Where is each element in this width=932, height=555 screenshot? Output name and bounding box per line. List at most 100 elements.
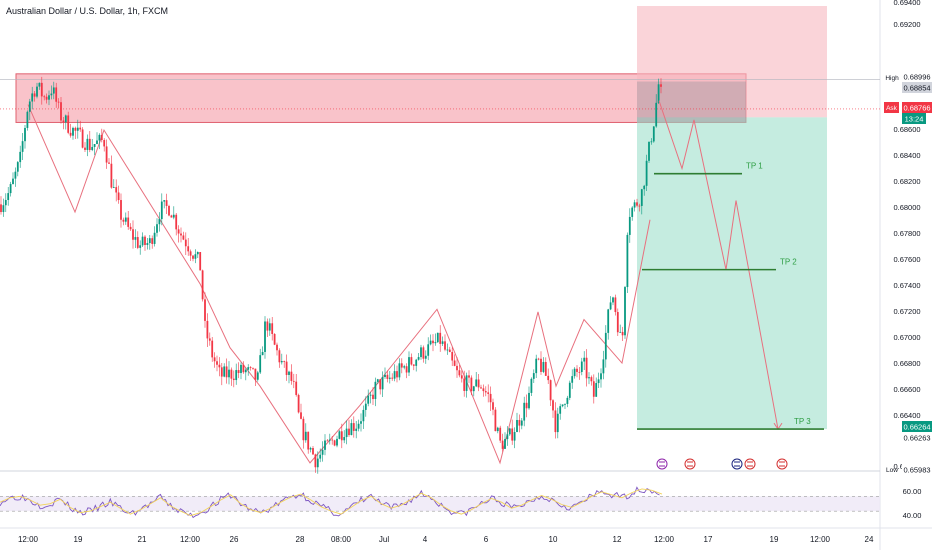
candle-body bbox=[482, 388, 485, 392]
high-value-box-box bbox=[902, 82, 932, 93]
target-value: 0.66264 bbox=[903, 423, 930, 432]
us-flag-icon[interactable] bbox=[684, 458, 696, 470]
candle-body bbox=[213, 357, 216, 362]
us-flag-icon[interactable] bbox=[744, 458, 756, 470]
candle-body bbox=[597, 379, 600, 384]
candle-body bbox=[55, 87, 58, 102]
candle-body bbox=[386, 374, 389, 379]
candle-body bbox=[652, 126, 655, 142]
candle-body bbox=[398, 363, 401, 378]
candle-body bbox=[242, 364, 245, 373]
candle-body bbox=[367, 395, 370, 404]
candle-body bbox=[544, 361, 547, 376]
candle-body bbox=[117, 192, 120, 201]
candle-body bbox=[525, 402, 528, 409]
candle-body bbox=[112, 187, 115, 188]
candle-body bbox=[470, 377, 473, 392]
candle-body bbox=[357, 423, 360, 429]
candle-body bbox=[588, 377, 590, 379]
candle-body bbox=[475, 379, 478, 387]
time-tick: 12 bbox=[613, 535, 622, 544]
candle-body bbox=[312, 448, 314, 455]
candle-body bbox=[602, 359, 605, 374]
lightning-icon[interactable] bbox=[656, 458, 668, 470]
stop-loss-zone[interactable] bbox=[637, 6, 827, 118]
candle-body bbox=[655, 102, 658, 127]
candle-body bbox=[616, 312, 619, 333]
candle-body bbox=[568, 382, 571, 398]
zones-layer bbox=[0, 6, 880, 430]
rsi-level-tick: 40.00 bbox=[903, 511, 922, 520]
price-tick: 0.68600 bbox=[893, 125, 920, 134]
candle-body bbox=[50, 93, 53, 96]
candle-body bbox=[372, 394, 374, 400]
candle-body bbox=[348, 428, 350, 436]
candle-body bbox=[295, 381, 298, 395]
candle-body bbox=[184, 239, 187, 247]
rsi-level-tick: 60.00 bbox=[903, 487, 922, 496]
candle-body bbox=[237, 370, 240, 374]
candle-body bbox=[81, 129, 84, 148]
zigzag-line[interactable] bbox=[27, 104, 651, 465]
candle-body bbox=[415, 359, 418, 366]
candle-body bbox=[33, 93, 36, 97]
countdown-box bbox=[902, 113, 926, 124]
candle-body bbox=[168, 205, 170, 216]
candle-body bbox=[496, 427, 499, 432]
take-profit-layer: TP 1 TP 2 TP 3 bbox=[637, 162, 824, 430]
candle-body bbox=[216, 361, 218, 365]
resistance-zone[interactable] bbox=[15, 73, 747, 123]
rsi-line[interactable] bbox=[0, 486, 660, 519]
candle-body bbox=[230, 369, 233, 379]
candle-body bbox=[324, 440, 326, 450]
candle-body bbox=[364, 403, 367, 410]
candle-body bbox=[578, 371, 581, 373]
candle-body bbox=[480, 387, 482, 389]
candle-body bbox=[285, 361, 288, 375]
candle-body bbox=[84, 147, 86, 150]
candle-body bbox=[302, 418, 305, 441]
candle-body bbox=[446, 349, 449, 351]
candle-body bbox=[350, 423, 353, 436]
candle-body bbox=[127, 217, 130, 227]
candle-body bbox=[153, 232, 156, 244]
candle-body bbox=[208, 338, 211, 341]
candle-body bbox=[170, 215, 173, 218]
time-tick: 12:00 bbox=[810, 535, 831, 544]
time-tick: 10 bbox=[549, 535, 558, 544]
candle-body bbox=[463, 378, 466, 391]
candle-body bbox=[220, 367, 223, 377]
candle-body bbox=[108, 162, 110, 164]
candle-body bbox=[67, 115, 70, 133]
candle-body bbox=[609, 302, 612, 310]
candle-body bbox=[511, 428, 514, 441]
candle-body bbox=[631, 207, 634, 217]
candle-body bbox=[124, 217, 127, 222]
candle-body bbox=[158, 219, 161, 225]
target-zone[interactable] bbox=[637, 117, 827, 430]
low-value-box bbox=[902, 464, 932, 475]
price-tick: 0.67800 bbox=[893, 229, 920, 238]
price-tick: 0.66600 bbox=[893, 385, 920, 394]
candle-body bbox=[614, 297, 617, 313]
candle-body bbox=[264, 321, 266, 352]
candle-body bbox=[645, 160, 648, 186]
candle-body bbox=[254, 368, 257, 380]
rsi-layer bbox=[0, 486, 880, 519]
us-flag-icon[interactable] bbox=[776, 458, 788, 470]
projection-path[interactable] bbox=[658, 100, 779, 430]
candle-body bbox=[573, 368, 576, 377]
candle-body bbox=[643, 185, 646, 190]
candle-body bbox=[196, 252, 199, 255]
candle-body bbox=[156, 224, 158, 233]
price-axis[interactable]: 0.69400 0.69200 0.68600 0.68400 0.68200 0.680… bbox=[884, 0, 932, 520]
candle-body bbox=[206, 320, 209, 339]
candle-body bbox=[429, 340, 432, 345]
candle-body bbox=[612, 297, 614, 303]
time-axis[interactable]: 12:00 19 21 12:00 26 28 08:00 Jul 4 6 10 12 12:00 17 1… bbox=[18, 535, 874, 544]
countdown: 13:24 bbox=[905, 115, 924, 124]
au-flag-icon[interactable] bbox=[731, 458, 743, 470]
candle-body bbox=[4, 200, 7, 206]
